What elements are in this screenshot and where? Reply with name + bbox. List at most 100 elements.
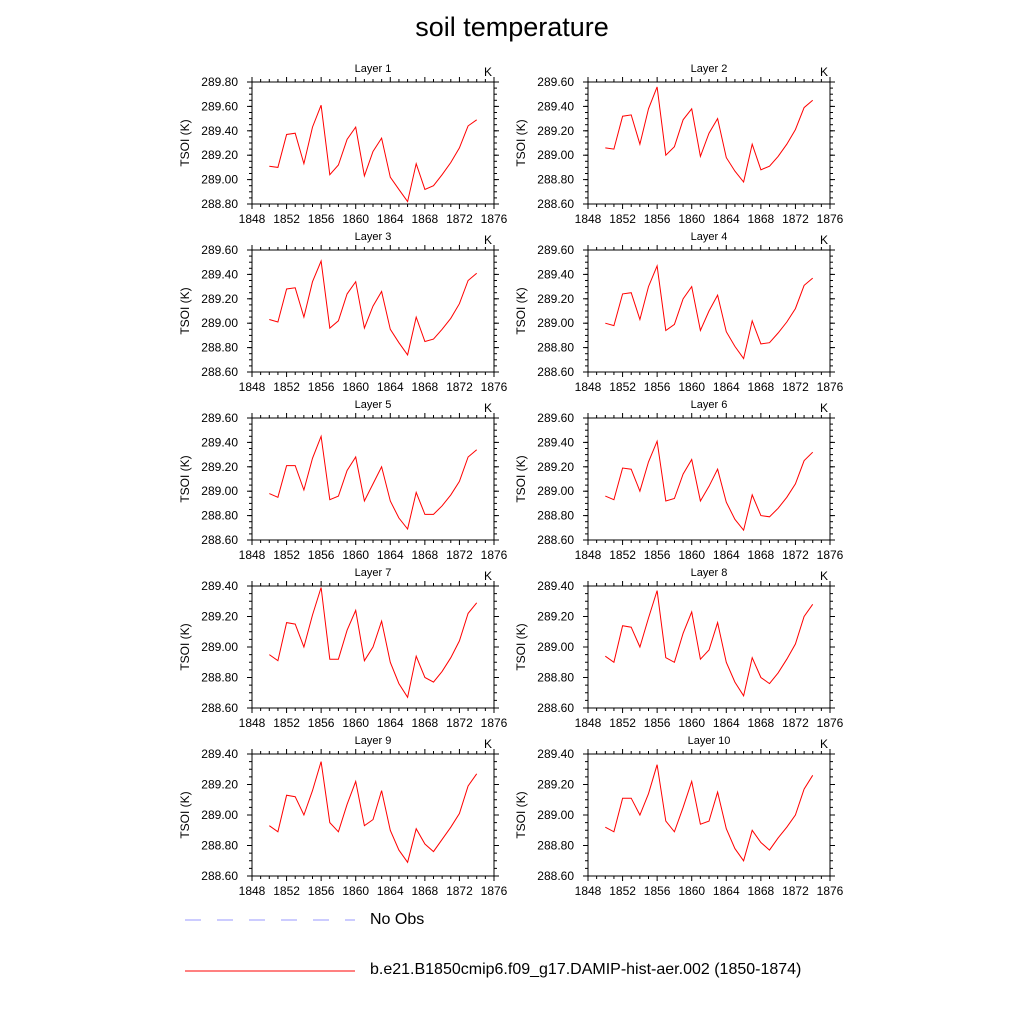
x-tick-label: 1860 [342,212,369,226]
x-tick-label: 1856 [308,212,335,226]
x-tick-label: 1876 [481,716,508,730]
x-tick-label: 1868 [748,380,775,394]
x-tick-label: 1864 [713,212,740,226]
series-line [605,439,814,532]
x-tick-label: 1876 [481,548,508,562]
plot-frame [587,753,831,877]
x-tick-label: 1864 [377,716,404,730]
units-label: K [484,569,492,583]
y-tick-label: 288.80 [537,509,574,523]
plot-frame [587,417,831,541]
y-tick-label: 289.60 [537,411,574,425]
panel-title: Layer 2 [691,63,728,75]
panel-7: Layer 7 K 1848 1852 1856 1860 1864 1868 1872 1876… [178,567,508,730]
panel-10: Layer 10 K 1848 1852 1856 1860 1864 1868 1872 187… [514,735,844,898]
x-tick-label: 1872 [446,548,473,562]
y-tick-label: 288.60 [537,701,574,715]
series-line [269,434,478,531]
y-tick-label: 289.00 [201,316,238,330]
x-tick-label: 1852 [273,548,300,562]
units-label: K [820,569,828,583]
y-tick-label: 288.80 [537,839,574,853]
x-tick-label: 1856 [308,716,335,730]
x-tick-label: 1872 [782,212,809,226]
panel-6: Layer 6 K 1848 1852 1856 1860 1864 1868 1872 1876… [514,399,844,562]
x-tick-label: 1860 [342,716,369,730]
units-label: K [484,401,492,415]
x-tick-label: 1876 [817,212,844,226]
y-tick-label: 289.20 [201,610,238,624]
x-tick-label: 1856 [308,380,335,394]
x-tick-label: 1864 [377,548,404,562]
chart-title: soil temperature [415,12,609,42]
y-tick-label: 289.80 [201,75,238,89]
x-tick-label: 1876 [817,380,844,394]
panel-3: Layer 3 K 1848 1852 1856 1860 1864 1868 1872 1876… [178,231,508,394]
y-tick-label: 288.60 [201,365,238,379]
x-tick-label: 1856 [644,380,671,394]
x-tick-label: 1860 [342,380,369,394]
series-line [605,590,814,698]
y-tick-label: 289.60 [537,243,574,257]
x-tick-label: 1876 [817,884,844,898]
units-label: K [820,401,828,415]
x-tick-label: 1864 [713,716,740,730]
x-tick-label: 1868 [412,548,439,562]
x-tick-label: 1872 [446,380,473,394]
x-tick-label: 1872 [782,380,809,394]
y-tick-label: 289.00 [537,640,574,654]
y-tick-label: 288.80 [201,671,238,685]
x-tick-label: 1864 [377,380,404,394]
x-tick-label: 1852 [273,884,300,898]
y-tick-label: 288.80 [537,173,574,187]
y-axis-label: TSOI (K) [178,455,192,502]
y-axis-label: TSOI (K) [178,623,192,670]
x-tick-label: 1860 [342,548,369,562]
y-tick-label: 288.80 [537,671,574,685]
y-tick-label: 289.40 [537,747,574,761]
plot-frame [251,249,495,373]
x-tick-label: 1872 [782,884,809,898]
x-tick-label: 1852 [609,548,636,562]
y-tick-label: 289.20 [201,460,238,474]
y-tick-label: 289.40 [537,435,574,449]
y-tick-label: 289.40 [201,747,238,761]
x-tick-label: 1864 [713,380,740,394]
y-tick-label: 289.00 [201,173,238,187]
panel-title: Layer 10 [688,735,731,747]
y-tick-label: 289.40 [537,267,574,281]
y-tick-label: 288.80 [201,509,238,523]
y-tick-label: 289.00 [537,148,574,162]
x-tick-label: 1868 [412,716,439,730]
y-tick-label: 289.20 [201,292,238,306]
x-tick-label: 1848 [575,884,602,898]
series-line [269,761,478,864]
panel-2: Layer 2 K 1848 1852 1856 1860 1864 1868 1872 1876… [514,63,844,226]
x-tick-label: 1864 [377,884,404,898]
y-tick-label: 289.20 [201,148,238,162]
y-axis-label: TSOI (K) [514,119,528,166]
y-tick-label: 288.80 [201,197,238,211]
x-tick-label: 1856 [644,212,671,226]
x-tick-label: 1872 [446,716,473,730]
y-tick-label: 289.60 [537,75,574,89]
y-tick-label: 288.60 [201,533,238,547]
x-tick-label: 1872 [782,716,809,730]
y-axis-label: TSOI (K) [178,791,192,838]
y-tick-label: 288.60 [537,533,574,547]
panel-title: Layer 9 [355,735,392,747]
series-line [605,263,814,360]
x-tick-label: 1848 [575,716,602,730]
y-tick-label: 289.20 [537,778,574,792]
plot-frame [251,753,495,877]
x-tick-label: 1868 [412,212,439,226]
y-tick-label: 289.60 [201,411,238,425]
x-tick-label: 1868 [412,380,439,394]
units-label: K [484,65,492,79]
x-tick-label: 1868 [748,212,775,226]
series-line [605,86,814,184]
x-tick-label: 1848 [575,548,602,562]
units-label: K [820,233,828,247]
panel-1: Layer 1 K 1848 1852 1856 1860 1864 1868 1872 1876… [178,63,508,226]
